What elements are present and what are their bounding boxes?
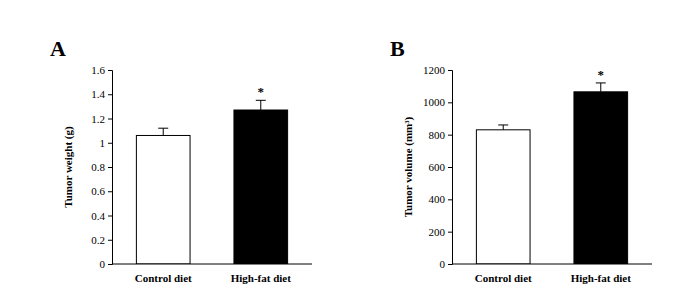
bar: [136, 135, 190, 264]
tick-label: 1000: [423, 96, 446, 108]
tick: Control diet: [475, 264, 532, 284]
error-line: [503, 125, 504, 130]
panel: 0 200 400 600 800 1000 1200 Control diet High-fa…: [390, 36, 652, 284]
tick: 0: [440, 258, 453, 270]
tick: High-fat diet: [571, 264, 632, 284]
error-cap: [498, 124, 508, 125]
y-axis: 0 0.2 0.4 0.6 0.8 1 1.2 1.4 1.6: [91, 64, 112, 270]
tick: High-fat diet: [231, 264, 292, 284]
x-axis: Control diet High-fat diet: [112, 264, 312, 284]
tick-label: 1.4: [91, 88, 105, 100]
error-line: [163, 128, 164, 135]
axis-line: [452, 264, 652, 265]
tick: 0: [100, 258, 113, 270]
tick: 0.4: [91, 210, 112, 222]
tick-mark: [108, 216, 112, 217]
tick: 1200: [423, 64, 452, 76]
tick-mark: [448, 264, 452, 265]
x-axis: Control diet High-fat diet: [452, 264, 652, 284]
panel-label: A: [50, 36, 66, 61]
tick: Control diet: [135, 264, 192, 284]
tick-label: 1: [100, 137, 106, 149]
tick: 1: [100, 137, 113, 149]
tick-label: 1200: [423, 64, 446, 76]
tick-mark: [108, 167, 112, 168]
tick-label: 0.8: [91, 161, 105, 173]
tick-mark: [108, 143, 112, 144]
tick-label: 0.2: [91, 234, 105, 246]
axis-line: [112, 264, 312, 265]
tick-label: 0.4: [91, 210, 105, 222]
tick-label: Control diet: [475, 272, 532, 284]
error-line: [600, 83, 601, 92]
tick: 0.2: [91, 234, 112, 246]
tick: 200: [429, 226, 453, 238]
tick-label: 400: [429, 193, 446, 205]
error-cap: [596, 82, 606, 83]
tick-mark: [108, 119, 112, 120]
tick-label: 0: [100, 258, 106, 270]
panel: 0 0.2 0.4 0.6 0.8 1 1.2 1.4 1.6 Control diet High-…: [50, 36, 312, 284]
chart: 0 0.2 0.4 0.6 0.8 1 1.2 1.4 1.6 Control diet High-…: [0, 0, 680, 304]
tick-label: 0.6: [91, 185, 105, 197]
y-axis: 0 200 400 600 800 1000 1200: [423, 64, 453, 270]
tick: 400: [429, 193, 453, 205]
axis-line: [108, 71, 113, 265]
tick-mark: [108, 70, 112, 71]
tick-label: 1.6: [91, 64, 105, 76]
tick-label: Control diet: [135, 272, 192, 284]
tick-label: 0: [440, 258, 446, 270]
tick-mark: [448, 70, 452, 71]
tick-mark: [448, 167, 452, 168]
tick-label: High-fat diet: [571, 272, 632, 284]
tick-label: High-fat diet: [231, 272, 292, 284]
bar: [574, 92, 628, 264]
tick-mark: [448, 232, 452, 233]
tick-mark: [108, 240, 112, 241]
y-axis-title: Tumor volume (mm³): [402, 116, 415, 217]
error-bar: [498, 125, 508, 130]
tick-mark: [448, 199, 452, 200]
axis-line: [448, 71, 453, 265]
error-bar: [256, 100, 266, 110]
tick: 1.4: [91, 88, 112, 100]
plot-area: [476, 83, 627, 264]
tick-label: 1.2: [91, 113, 105, 125]
tick-label: 800: [429, 129, 446, 141]
tick: 600: [429, 161, 453, 173]
tick: 1.2: [91, 113, 112, 125]
plot-area: [136, 100, 287, 264]
tick-mark: [448, 102, 452, 103]
tick-label: 200: [429, 226, 446, 238]
tick-mark: [108, 191, 112, 192]
tick: 1000: [423, 96, 452, 108]
bar: [476, 130, 530, 264]
tick: 0.8: [91, 161, 112, 173]
error-bar: [158, 128, 168, 135]
annotation: *: [258, 84, 265, 99]
tick: 800: [429, 129, 453, 141]
error-bar: [596, 83, 606, 92]
tick: 0.6: [91, 185, 112, 197]
panel-label: B: [390, 36, 405, 61]
tick: 1.6: [91, 64, 112, 76]
tick-mark: [108, 264, 112, 265]
tick-label: 600: [429, 161, 446, 173]
y-axis-title: Tumor weight (g): [62, 126, 75, 208]
tick-mark: [448, 135, 452, 136]
error-cap: [256, 100, 266, 101]
error-line: [260, 100, 261, 110]
bar: [234, 110, 288, 264]
tick-mark: [108, 94, 112, 95]
annotation: *: [598, 67, 605, 82]
error-cap: [158, 128, 168, 129]
